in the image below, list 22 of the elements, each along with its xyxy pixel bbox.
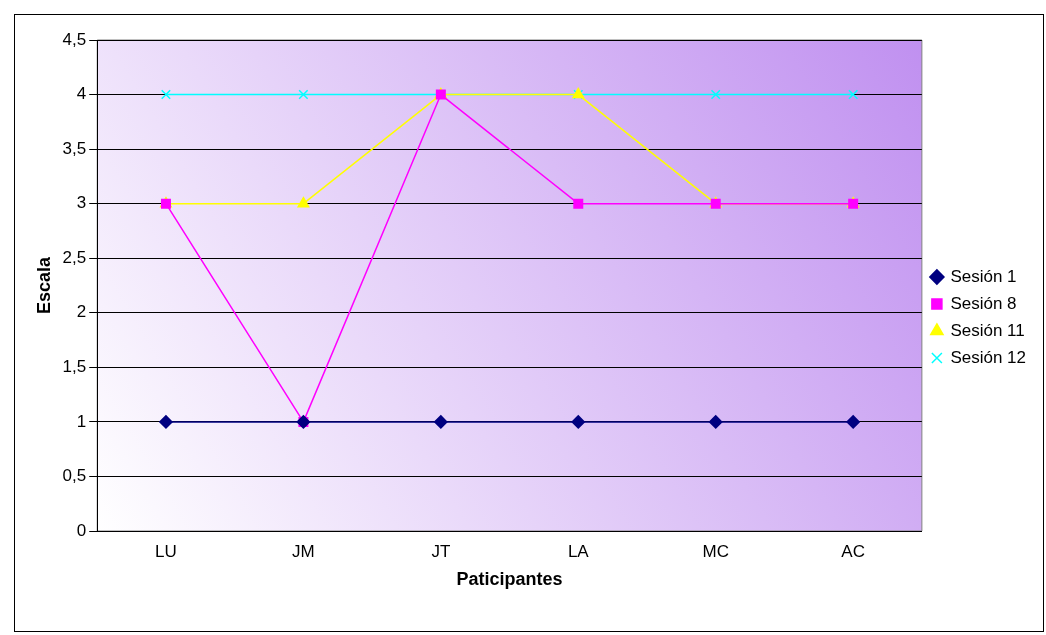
y-tick-label: 2,5 [62, 247, 87, 267]
y-tick-label: 1,5 [62, 357, 87, 377]
x-tick-label: JM [292, 541, 315, 561]
legend-label: Sesión 8 [950, 293, 1017, 313]
y-tick-label: 2 [76, 302, 87, 322]
legend-label: Sesión 11 [950, 320, 1025, 340]
y-tick-label: 0,5 [62, 466, 87, 486]
y-tick-label: 1 [76, 411, 87, 431]
legend-label: Sesión 1 [950, 266, 1017, 286]
y-tick-label: 0 [76, 520, 87, 540]
x-tick-label: MC [702, 541, 729, 561]
x-tick-label: LA [567, 541, 590, 561]
y-tick-label: 4 [76, 84, 87, 104]
x-tick-label: JT [431, 541, 451, 561]
y-axis-title: Escala [33, 255, 54, 315]
x-tick-label: LU [155, 541, 177, 561]
y-tick-label: 4,5 [62, 29, 87, 49]
y-tick-label: 3 [76, 193, 87, 213]
x-tick-label: AC [841, 541, 865, 561]
x-axis-title: Paticipantes [456, 569, 563, 590]
y-tick-label: 3,5 [62, 138, 87, 158]
legend-label: Sesión 12 [950, 347, 1027, 367]
